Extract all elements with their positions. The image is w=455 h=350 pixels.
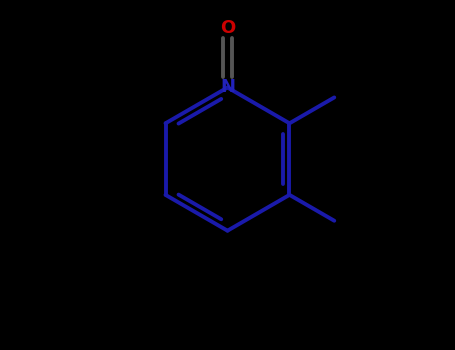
Text: N: N: [220, 78, 235, 97]
Text: O: O: [220, 19, 235, 37]
